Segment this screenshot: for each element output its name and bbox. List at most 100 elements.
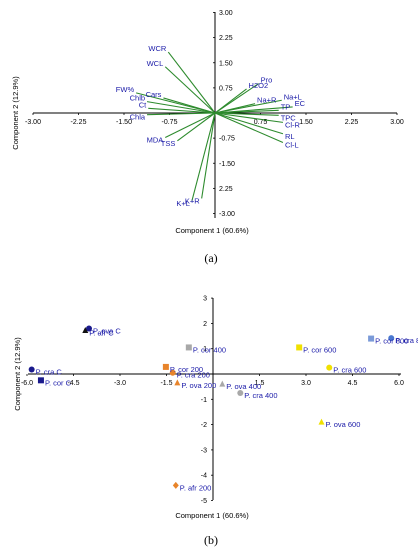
- score-point: [318, 418, 325, 425]
- chart-a-x-axis-label: Component 1 (60.6%): [175, 226, 249, 235]
- loading-vector: [163, 97, 216, 114]
- chart-a-x-tick-label: 3.00: [390, 119, 404, 126]
- loading-label: K+R: [185, 196, 200, 205]
- score-label: P. afr 200: [180, 483, 212, 492]
- loading-vector: [214, 88, 247, 114]
- score-label: P. cor 800: [375, 337, 408, 346]
- score-point: [28, 366, 35, 373]
- chart-b-x-tick-label: 1.5: [255, 380, 265, 387]
- loading-vector: [167, 51, 216, 114]
- loading-label: Cars: [146, 90, 162, 99]
- chart-b-x-tick-label: -6.0: [21, 380, 33, 387]
- score-point: [174, 379, 181, 386]
- chart-a-x-tick-label: -0.75: [162, 119, 178, 126]
- chart-b-y-tick-label: -1: [201, 397, 207, 404]
- loading-label: Cl-R: [285, 120, 301, 129]
- score-point: [169, 369, 176, 376]
- loading-label: Cl-L: [285, 140, 299, 149]
- chart-a-x-tick-label: 2.25: [345, 119, 359, 126]
- chart-a: -3.00 -2.25 -1.50 -0.75 0.75 1.50 2.25 3.00 3.0…: [11, 10, 404, 265]
- loading-vector: [148, 107, 216, 114]
- chart-b-y-tick-label: -3: [201, 447, 207, 454]
- loading-label: FW%: [116, 85, 135, 94]
- loading-label: TPC: [281, 113, 297, 122]
- loading-vector: [214, 112, 284, 143]
- loading-vector: [214, 112, 279, 116]
- score-label: P. afr C: [89, 328, 114, 337]
- loading-vector: [214, 109, 279, 114]
- loading-label: Na+R: [257, 96, 277, 105]
- chart-a-vectors: [135, 51, 293, 201]
- chart-b-y-axis-label: Component 2 (12.9%): [13, 337, 22, 411]
- chart-b-y-tick-label: 3: [203, 296, 207, 303]
- loading-label: RL: [285, 132, 295, 141]
- score-label: P. ova 400: [226, 382, 261, 391]
- loading-vector: [165, 112, 216, 138]
- chart-b-x-ticks: -6.0 -4.5 -3.0 -1.5 1.5 3.0 4.5 6.0: [21, 374, 404, 387]
- loading-vector: [177, 112, 216, 142]
- chart-b-axes: [28, 298, 401, 500]
- loading-label: WCL: [147, 59, 164, 68]
- score-label: P. ova C: [93, 326, 121, 335]
- loading-vector: [214, 103, 256, 114]
- loading-label: TP: [281, 102, 291, 111]
- score-label: P. cor 200: [170, 365, 203, 374]
- score-label: P. ova 600: [326, 420, 361, 429]
- chart-b-y-tick-label: -2: [201, 422, 207, 429]
- loading-vector: [164, 66, 216, 114]
- score-point: [37, 377, 44, 384]
- score-label: P. cor C: [45, 378, 72, 387]
- chart-b-y-tick-label: 1: [203, 346, 207, 353]
- chart-b: -6.0 -4.5 -3.0 -1.5 1.5 3.0 4.5 6.0 3 2 1 -1 -2 -3 -4…: [13, 296, 418, 547]
- chart-a-x-tick-label: -2.25: [71, 119, 87, 126]
- loading-label: EC: [295, 99, 306, 108]
- score-point: [296, 344, 303, 351]
- score-label: P. cra 600: [333, 366, 366, 375]
- score-label: P. cra 800: [395, 336, 418, 345]
- score-point: [326, 364, 333, 371]
- loading-label: Ct: [139, 100, 147, 109]
- loading-vector: [201, 112, 216, 199]
- loading-label: K+L: [176, 199, 190, 208]
- chart-b-y-tick-label: -4: [201, 473, 207, 480]
- chart-a-caption: (a): [204, 251, 217, 265]
- loading-label: TSS: [161, 139, 176, 148]
- loading-label: MDA: [147, 135, 164, 144]
- chart-b-x-tick-label: -3.0: [114, 380, 126, 387]
- loading-label: WCR: [148, 44, 166, 53]
- loading-vector: [147, 112, 216, 116]
- chart-b-x-tick-label: 4.5: [348, 380, 358, 387]
- loading-vector: [191, 112, 216, 201]
- chart-a-y-tick-label: 1.50: [219, 60, 233, 67]
- chart-b-y-tick-label: 2: [203, 321, 207, 328]
- loading-vector: [214, 112, 284, 123]
- score-point: [185, 344, 192, 351]
- score-point: [172, 481, 179, 489]
- loading-vector: [146, 101, 216, 114]
- loading-label: Na+L: [284, 92, 302, 101]
- chart-b-x-tick-label: -1.5: [160, 380, 172, 387]
- score-point: [388, 335, 395, 342]
- chart-a-y-tick-label: -0.75: [219, 136, 235, 143]
- loading-vector: [214, 112, 284, 135]
- chart-a-y-tick-label: 2.25: [219, 35, 233, 42]
- chart-a-x-ticks: -3.00 -2.25 -1.50 -0.75 0.75 1.50 2.25 3.00: [25, 113, 404, 126]
- score-label: P. cra 200: [177, 371, 210, 380]
- score-point: [162, 363, 169, 370]
- chart-a-y-tick-label: 3.00: [219, 10, 233, 17]
- chart-b-y-ticks: 3 2 1 -1 -2 -3 -4 -5: [201, 296, 213, 505]
- score-point: [86, 325, 92, 332]
- chart-a-x-tick-label: 0.75: [254, 119, 268, 126]
- chart-a-x-tick-label: -3.00: [25, 119, 41, 126]
- chart-b-x-axis-label: Component 1 (60.6%): [175, 511, 249, 520]
- score-label: P. ova 200: [181, 381, 216, 390]
- chart-a-y-tick-label: -3.00: [219, 211, 235, 218]
- chart-b-x-tick-label: -4.5: [67, 380, 79, 387]
- chart-b-point-labels: P. ova CP. afr C P. cra C P. cor C P. cor 4…: [36, 326, 418, 492]
- chart-b-y-tick-label: -5: [201, 498, 207, 505]
- chart-a-y-tick-label: 2.25: [219, 186, 233, 193]
- score-label: P. cor 600: [303, 345, 336, 354]
- chart-b-x-tick-label: 3.0: [301, 380, 311, 387]
- chart-a-y-axis-label: Component 2 (12.9%): [11, 76, 20, 150]
